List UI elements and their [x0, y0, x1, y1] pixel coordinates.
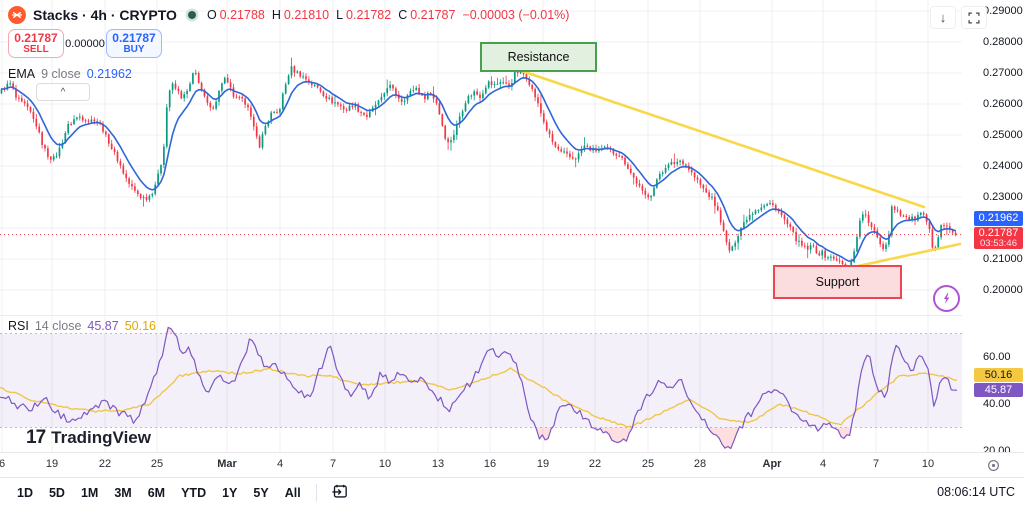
range-toolbar: 1D 5D 1M 3M 6M YTD 1Y 5Y All 08:06:14 UTC [0, 478, 1024, 507]
ohlc-values: O 0.21788 H 0.21810 L 0.21782 C 0.21787 −0.0… [206, 8, 570, 22]
clock[interactable]: 08:06:14 UTC [937, 485, 1015, 499]
time-axis-label: 25 [641, 458, 655, 470]
time-axis-label: 13 [431, 458, 445, 470]
market-status-icon[interactable] [187, 11, 196, 19]
price-axis-label: 0.20000 [983, 284, 1023, 296]
range-button-1d[interactable]: 1D [10, 482, 40, 504]
time-axis-label: 19 [45, 458, 59, 470]
rsi-legend[interactable]: RSI 14 close 45.87 50.16 [8, 318, 156, 333]
ema-legend[interactable]: EMA 9 close 0.21962 [8, 66, 132, 81]
tradingview-logo[interactable]: 17 TradingView [26, 427, 151, 448]
toolbar-separator [0, 477, 1024, 478]
candlestick-series [0, 57, 957, 270]
sell-button[interactable]: 0.21787 SELL [8, 29, 64, 58]
support-annotation[interactable]: Support [773, 265, 902, 299]
spread-value: 0.00000 [65, 37, 105, 50]
pane-separator[interactable] [0, 315, 962, 316]
time-axis-label: 10 [378, 458, 392, 470]
price-axis[interactable]: 0.21962 0.21787 03:53:46 50.16 45.87 0.2… [962, 0, 1024, 457]
stacks-logo-icon [8, 6, 26, 24]
rsi-ma-value: 50.16 [124, 318, 156, 333]
ema-value: 0.21962 [86, 66, 132, 81]
symbol-title[interactable]: Stacks · 4h · CRYPTO [33, 7, 177, 23]
price-axis-label: 0.27000 [983, 67, 1023, 79]
time-axis-label: 6 [0, 458, 6, 470]
resistance-trendline [514, 67, 926, 209]
price-change: −0.00003 (−0.01%) [462, 8, 570, 22]
go-to-date-button[interactable] [325, 482, 354, 504]
range-button-all[interactable]: All [278, 482, 308, 504]
download-icon[interactable]: ↓ [930, 6, 956, 29]
rsi-band [0, 333, 962, 428]
time-axis-label: 16 [483, 458, 497, 470]
trade-panel: 0.21787 SELL 0.00000 0.21787 BUY [8, 29, 162, 58]
time-axis-label: 10 [921, 458, 935, 470]
rsi-pane[interactable] [0, 315, 962, 452]
price-axis-label: 0.23000 [983, 191, 1023, 203]
price-axis-label: 0.28000 [983, 36, 1023, 48]
rsi-line [0, 326, 957, 450]
range-button-5d[interactable]: 5D [42, 482, 72, 504]
axis-settings-icon[interactable] [986, 458, 1001, 473]
price-axis-label: 0.24000 [983, 160, 1023, 172]
axis-separator [0, 452, 1024, 453]
time-axis-label: 4 [819, 458, 827, 470]
range-button-6m[interactable]: 6M [141, 482, 172, 504]
time-axis-label: 7 [872, 458, 880, 470]
resistance-annotation[interactable]: Resistance [480, 42, 597, 72]
pane-collapse-button[interactable]: ^ [36, 83, 90, 101]
time-axis-label: 4 [276, 458, 284, 470]
boost-lightning-button[interactable] [933, 285, 960, 312]
price-axis-label: 0.26000 [983, 98, 1023, 110]
time-axis-label: 25 [150, 458, 164, 470]
price-axis-label: 0.29000 [983, 5, 1023, 17]
fullscreen-icon[interactable] [961, 6, 987, 29]
bar-countdown: 03:53:46 [980, 238, 1017, 249]
chart-action-icons: ↓ [930, 6, 987, 29]
lightning-icon [943, 293, 950, 304]
range-button-ytd[interactable]: YTD [174, 482, 213, 504]
rsi-ma-badge: 50.16 [974, 368, 1023, 382]
ema-line [1, 77, 956, 263]
range-buttons: 1D 5D 1M 3M 6M YTD 1Y 5Y All [10, 482, 308, 504]
time-axis-label: 22 [98, 458, 112, 470]
rsi-oversold-fill [0, 427, 957, 449]
time-axis-label: Apr [762, 458, 782, 470]
rsi-ma-line [0, 367, 957, 428]
last-price-badge: 0.21787 03:53:46 [974, 227, 1023, 249]
symbol-legend: Stacks · 4h · CRYPTO O 0.21788 H 0.21810 L… [8, 5, 569, 25]
rsi-value: 45.87 [87, 318, 119, 333]
time-axis-label: Mar [217, 458, 237, 470]
toolbar-divider [315, 483, 317, 502]
tradingview-mark-icon: 17 [26, 427, 46, 448]
range-button-3m[interactable]: 3M [107, 482, 138, 504]
rsi-value-badge: 45.87 [974, 383, 1023, 397]
price-axis-label: 0.25000 [983, 129, 1023, 141]
price-axis-label: 0.21000 [983, 253, 1023, 265]
ema-price-badge: 0.21962 [974, 211, 1023, 226]
range-button-5y[interactable]: 5Y [246, 482, 275, 504]
range-button-1y[interactable]: 1Y [215, 482, 244, 504]
buy-button[interactable]: 0.21787 BUY [106, 29, 162, 58]
support-trendline [847, 242, 962, 270]
time-axis-label: 22 [588, 458, 602, 470]
time-axis-label: 19 [536, 458, 550, 470]
range-button-1m[interactable]: 1M [74, 482, 105, 504]
time-axis[interactable]: 6 19 22 25 Mar 4 7 10 13 16 19 22 25 28 Apr 4 7 10 [0, 453, 1024, 477]
rsi-axis-label: 40.00 [983, 398, 1011, 410]
time-axis-label: 28 [693, 458, 707, 470]
rsi-axis-label: 60.00 [983, 351, 1011, 363]
time-axis-label: 7 [329, 458, 337, 470]
